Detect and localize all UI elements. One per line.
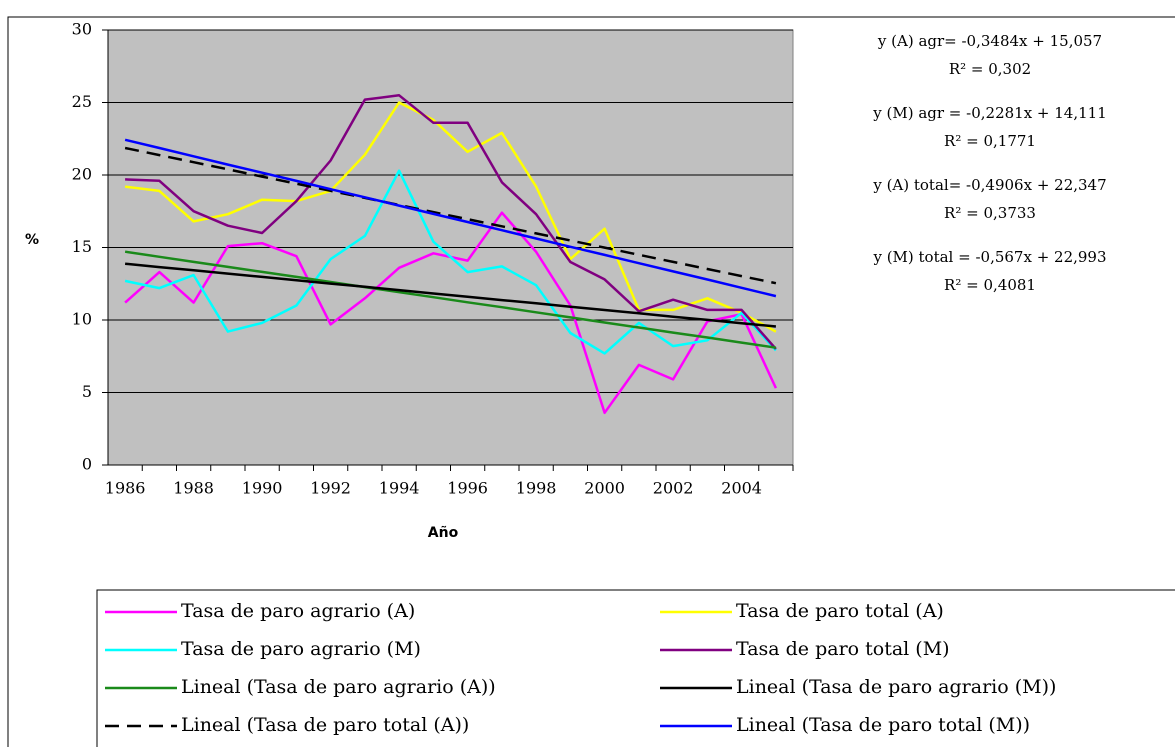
x-tick-label: 2000 — [584, 479, 625, 498]
trend-equation: R² = 0,4081 — [944, 276, 1036, 294]
legend-label: Lineal (Tasa de paro total (M)) — [736, 714, 1030, 736]
legend-box — [96, 589, 1175, 747]
trend-equation: R² = 0,1771 — [944, 132, 1036, 150]
x-tick-label: 2004 — [721, 479, 762, 498]
series-line — [124, 138, 777, 298]
legend-label: Tasa de paro agrario (A) — [181, 600, 415, 622]
x-tick-label: 1998 — [516, 479, 557, 498]
trend-equation: y (A) total= -0,4906x + 22,347 — [872, 176, 1106, 194]
series-line — [124, 146, 777, 285]
y-tick-label: 0 — [82, 455, 92, 474]
legend-label: Lineal (Tasa de paro total (A)) — [181, 714, 469, 736]
x-tick-label: 1990 — [242, 479, 283, 498]
trend-equation: y (A) agr= -0,3484x + 15,057 — [877, 32, 1102, 50]
legend-label: Lineal (Tasa de paro agrario (A)) — [181, 676, 496, 698]
x-tick-label: 1988 — [173, 479, 214, 498]
legend-label: Tasa de paro total (M) — [736, 638, 950, 660]
x-tick-label: 1996 — [447, 479, 488, 498]
y-tick-label: 20 — [72, 165, 92, 184]
y-tick-label: 10 — [72, 310, 92, 329]
legend-label: Tasa de paro total (A) — [736, 600, 944, 622]
trend-equation: y (M) total = -0,567x + 22,993 — [872, 248, 1106, 266]
trend-equation: R² = 0,302 — [949, 60, 1031, 78]
y-tick-label: 30 — [72, 20, 92, 39]
legend-label: Lineal (Tasa de paro agrario (M)) — [736, 676, 1056, 698]
series-line — [124, 169, 777, 355]
x-tick-label: 1986 — [105, 479, 146, 498]
trend-equation: y (M) agr = -0,2281x + 14,111 — [872, 104, 1107, 122]
y-tick-label: 5 — [82, 382, 92, 401]
y-tick-label: 15 — [72, 237, 92, 256]
x-axis-label: Año — [428, 525, 459, 541]
trend-equation: R² = 0,3733 — [944, 204, 1036, 222]
series-line — [124, 250, 777, 349]
x-tick-label: 1994 — [379, 479, 420, 498]
x-tick-label: 2002 — [653, 479, 694, 498]
y-axis-label: % — [25, 232, 39, 248]
legend-label: Tasa de paro agrario (M) — [181, 638, 421, 660]
series-line — [124, 262, 777, 328]
series-line — [125, 94, 777, 350]
x-tick-label: 1992 — [310, 479, 351, 498]
y-tick-label: 25 — [72, 92, 92, 111]
series-line — [124, 101, 777, 333]
